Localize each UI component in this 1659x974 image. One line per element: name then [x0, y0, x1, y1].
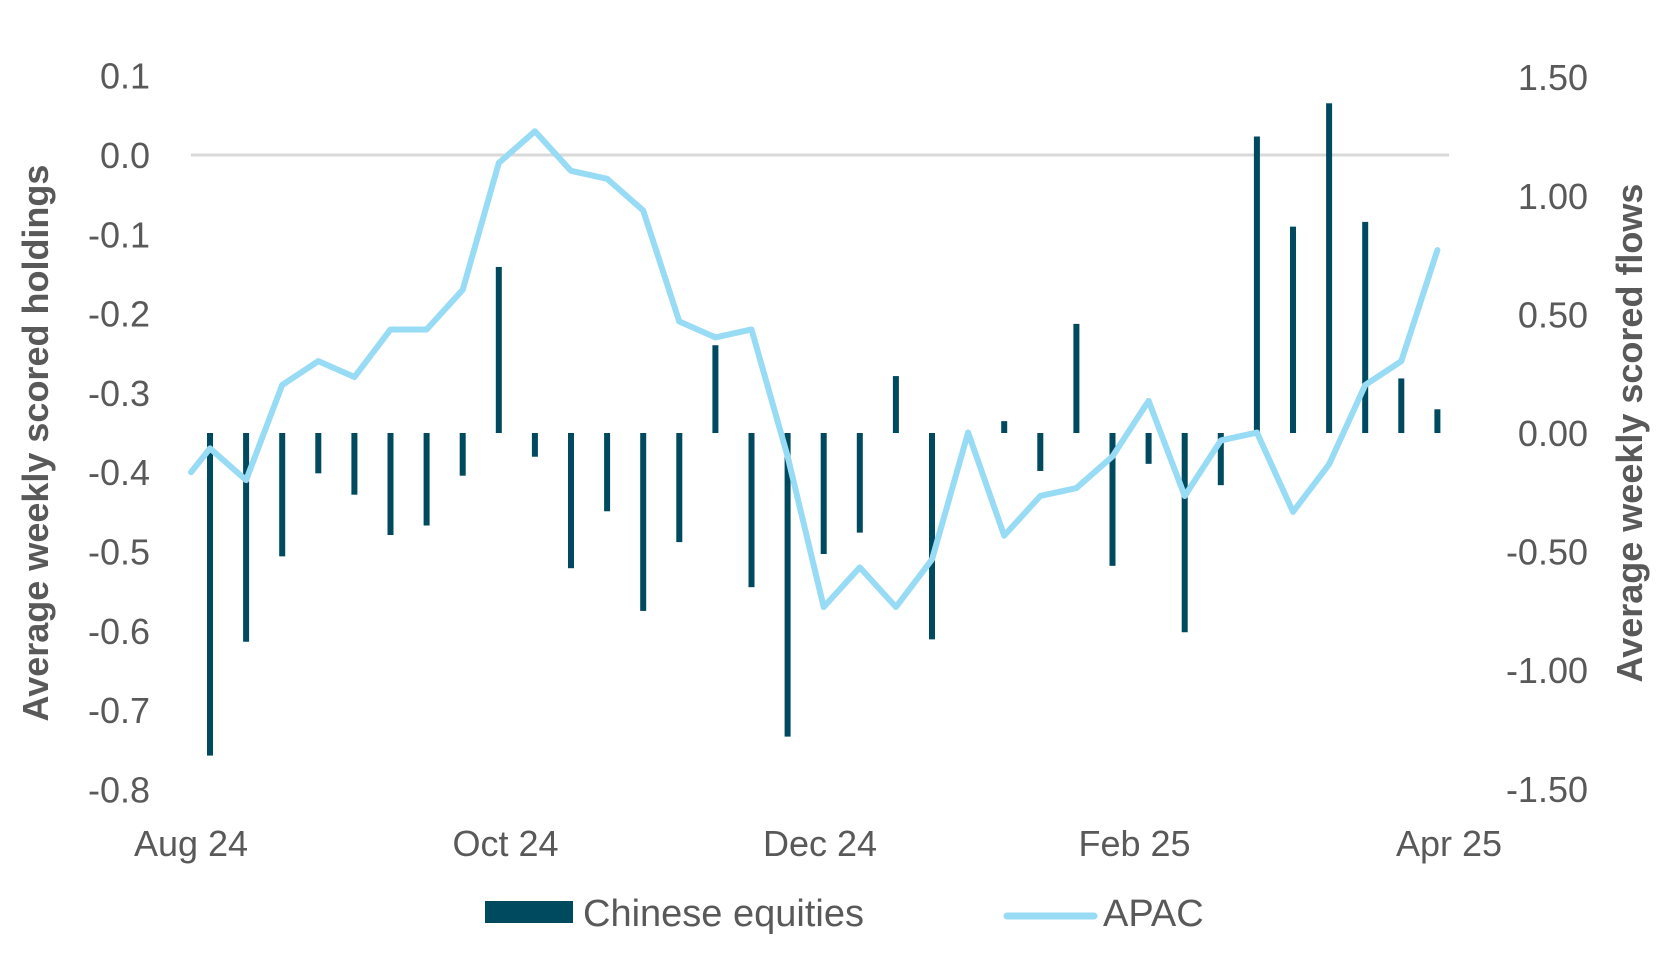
bar — [929, 433, 935, 640]
bar — [1398, 378, 1405, 433]
bar — [1001, 421, 1008, 433]
bar — [351, 433, 358, 495]
right-y-tick-label: -1.00 — [1506, 650, 1588, 691]
right-y-axis-ticks: 1.50 1.00 0.50 0.00 -0.50 -1.00 -1.50 — [1506, 57, 1588, 810]
left-y-tick-label: 0.0 — [100, 135, 150, 176]
line-series-apac — [188, 128, 1441, 611]
x-tick-label: Oct 24 — [452, 823, 558, 864]
bar — [748, 433, 755, 588]
x-tick-label: Dec 24 — [763, 823, 877, 864]
bar — [495, 266, 502, 433]
bar — [1181, 433, 1188, 633]
legend: Chinese equities APAC — [485, 893, 1204, 935]
left-y-tick-label: -0.4 — [88, 452, 150, 493]
left-y-tick-label: -0.2 — [88, 294, 150, 335]
bar — [387, 433, 394, 535]
bar — [531, 433, 538, 457]
legend-item-chinese-equities: Chinese equities — [485, 893, 864, 935]
bar — [459, 433, 466, 476]
bar — [856, 433, 863, 533]
bar — [1326, 103, 1333, 434]
bar — [1290, 226, 1296, 433]
left-y-axis-title: Average weekly scored holdings — [15, 165, 56, 722]
bar — [1217, 433, 1224, 486]
bar — [712, 345, 719, 433]
left-y-tick-label: -0.5 — [88, 532, 150, 573]
legend-swatch-bar-icon — [485, 901, 573, 923]
legend-label-chinese-equities: Chinese equities — [583, 893, 864, 935]
right-y-axis-title: Average weekly scored flows — [1609, 184, 1650, 683]
left-y-axis-ticks: 0.1 0.0 -0.1 -0.2 -0.3 -0.4 -0.5 -0.6 -0.7 -0.8 — [88, 56, 150, 811]
bar — [423, 433, 430, 526]
bar — [1145, 433, 1152, 464]
bar — [604, 433, 611, 512]
x-axis-ticks: Aug 24 Oct 24 Dec 24 Feb 25 Apr 25 — [134, 823, 1502, 864]
left-y-tick-label: -0.1 — [88, 214, 150, 255]
left-y-tick-label: -0.3 — [88, 373, 150, 414]
right-y-tick-label: 1.00 — [1518, 176, 1588, 217]
left-y-tick-label: -0.8 — [88, 769, 150, 810]
bar — [315, 433, 322, 474]
bar — [1073, 323, 1080, 433]
legend-label-apac: APAC — [1103, 893, 1204, 935]
bar — [892, 376, 899, 433]
bar — [676, 433, 683, 543]
right-y-tick-label: 0.00 — [1518, 413, 1588, 454]
bar — [1109, 433, 1116, 566]
right-y-tick-label: -1.50 — [1506, 769, 1588, 810]
left-y-tick-label: 0.1 — [100, 56, 150, 97]
bar — [243, 433, 250, 642]
bar — [1037, 433, 1044, 471]
left-y-tick-label: -0.7 — [88, 690, 150, 731]
bar-series-chinese-equities — [207, 103, 1441, 756]
bar — [1253, 136, 1260, 433]
x-tick-label: Apr 25 — [1396, 823, 1502, 864]
x-tick-label: Feb 25 — [1078, 823, 1190, 864]
bar — [1362, 221, 1369, 433]
right-y-tick-label: -0.50 — [1506, 532, 1588, 573]
bar — [820, 433, 827, 554]
right-y-tick-label: 0.50 — [1518, 294, 1588, 335]
bar — [279, 433, 286, 557]
right-y-tick-label: 1.50 — [1518, 57, 1588, 98]
bar — [640, 433, 647, 611]
left-y-tick-label: -0.6 — [88, 611, 150, 652]
apac-line — [188, 128, 1441, 611]
bar — [207, 433, 213, 756]
bar — [568, 433, 574, 569]
bar — [784, 433, 791, 737]
bar — [1434, 409, 1441, 433]
legend-item-apac: APAC — [1003, 893, 1204, 935]
x-tick-label: Aug 24 — [134, 823, 248, 864]
